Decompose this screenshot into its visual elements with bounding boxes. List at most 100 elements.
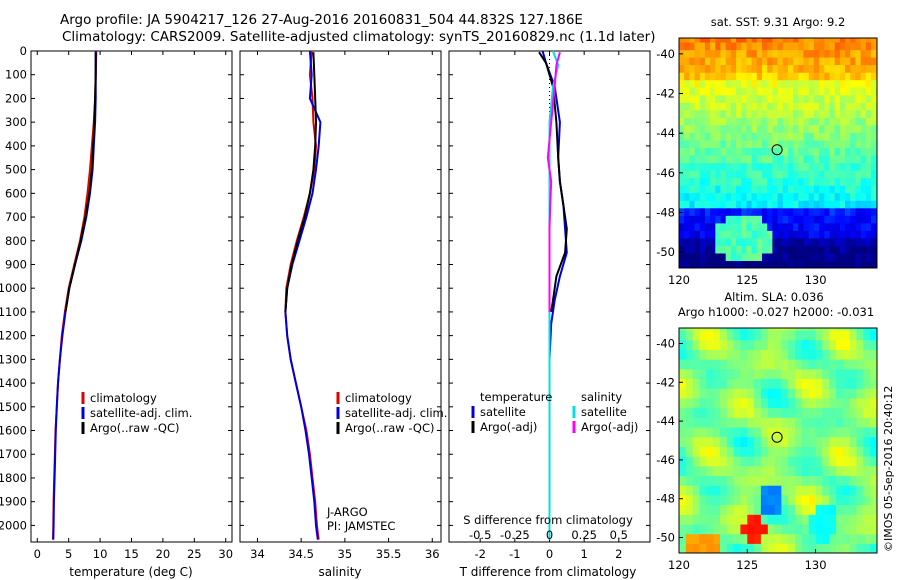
map-cell (736, 177, 742, 186)
map-cell (860, 72, 867, 81)
map-cell (834, 222, 841, 231)
map-cell (834, 192, 841, 201)
map-cell (720, 170, 727, 179)
map-cell (694, 155, 701, 164)
map-cell (813, 79, 820, 88)
map-cell (803, 207, 810, 216)
map-cell (706, 397, 714, 409)
map-cell (798, 215, 805, 224)
map-cell (803, 252, 810, 261)
map-cell (793, 177, 799, 186)
map-cell (871, 57, 877, 66)
map-cell (801, 523, 810, 535)
map-cell (781, 446, 789, 457)
map-cell (824, 79, 831, 88)
map-cell (788, 79, 794, 88)
temperature-panel: 0100200300400500600700800900100011001200… (0, 44, 233, 579)
map-cell (713, 465, 721, 476)
map-cell (836, 378, 844, 389)
map-cell (798, 192, 805, 201)
map-cell (793, 162, 799, 171)
map-cell (767, 207, 773, 216)
map-cell (829, 456, 837, 467)
map-x-tick-label: 130 (805, 273, 827, 287)
map-cell (824, 230, 831, 239)
map-cell (793, 185, 799, 194)
map-cell (692, 368, 701, 379)
map-cell (720, 237, 727, 246)
map-x-tick-label: 120 (668, 558, 690, 572)
temperature-legend: climatology satellite-adj. clim. Argo(..… (81, 391, 192, 435)
map-cell (856, 339, 864, 350)
map-cell (751, 94, 758, 103)
map-cell (808, 446, 817, 457)
map-cell (863, 328, 871, 331)
map-cell (793, 222, 799, 231)
map-cell (803, 132, 810, 141)
temperature-xlabel: temperature (deg C) (69, 565, 192, 579)
map-cell (689, 124, 696, 133)
map-cell (747, 417, 755, 428)
map-cell (834, 132, 841, 141)
map-cell (795, 329, 803, 341)
map-cell (845, 124, 851, 133)
map-cell (819, 64, 825, 73)
map-cell (845, 57, 851, 66)
map-cell (822, 436, 830, 447)
map-cell (777, 200, 784, 209)
map-cell (751, 170, 758, 179)
map-cell (788, 200, 794, 209)
map-cell (762, 42, 768, 51)
map-cell (704, 200, 711, 209)
map-cell (736, 57, 742, 66)
map-cell (679, 359, 687, 370)
map-cell (754, 485, 762, 496)
map-cell (760, 446, 769, 457)
map-cell (836, 329, 844, 341)
map-cell (699, 132, 706, 141)
map-cell (699, 465, 707, 476)
map-cell (850, 260, 856, 268)
map-cell (788, 230, 794, 239)
map-cell (865, 237, 872, 246)
map-cell (730, 49, 737, 58)
map-cell (855, 192, 862, 201)
map-cell (746, 132, 753, 141)
map-cell (689, 79, 696, 88)
map-cell (751, 222, 758, 231)
map-cell (824, 260, 831, 268)
map-cell (713, 446, 721, 457)
map-cell (756, 222, 763, 231)
map-cell (710, 57, 716, 66)
map-cell (720, 339, 728, 350)
map-cell (856, 485, 864, 496)
map-cell (822, 533, 830, 544)
map-cell (760, 397, 769, 409)
map-cell (754, 514, 762, 525)
map-cell (713, 456, 721, 467)
map-cell (863, 456, 871, 467)
map-cell (685, 407, 694, 418)
map-cell (756, 124, 763, 133)
map-cell (813, 185, 820, 194)
map-cell (699, 177, 706, 186)
map-cell (679, 170, 685, 179)
map-cell (842, 514, 851, 525)
map-cell (788, 378, 796, 389)
map-cell (808, 397, 817, 409)
map-cell (777, 49, 784, 58)
map-cell (679, 397, 687, 409)
map-cell (865, 215, 872, 224)
map-cell (710, 87, 716, 96)
series-line-argo (538, 51, 568, 313)
map-cell (710, 64, 716, 73)
map-cell (855, 237, 862, 246)
map-cell (767, 72, 773, 81)
map-cell (788, 155, 794, 164)
map-cell (685, 494, 694, 506)
map-cell (730, 170, 737, 179)
map-cell (829, 514, 837, 525)
map-cell (839, 162, 846, 171)
map-cell (781, 329, 789, 341)
map-cell (747, 328, 755, 331)
